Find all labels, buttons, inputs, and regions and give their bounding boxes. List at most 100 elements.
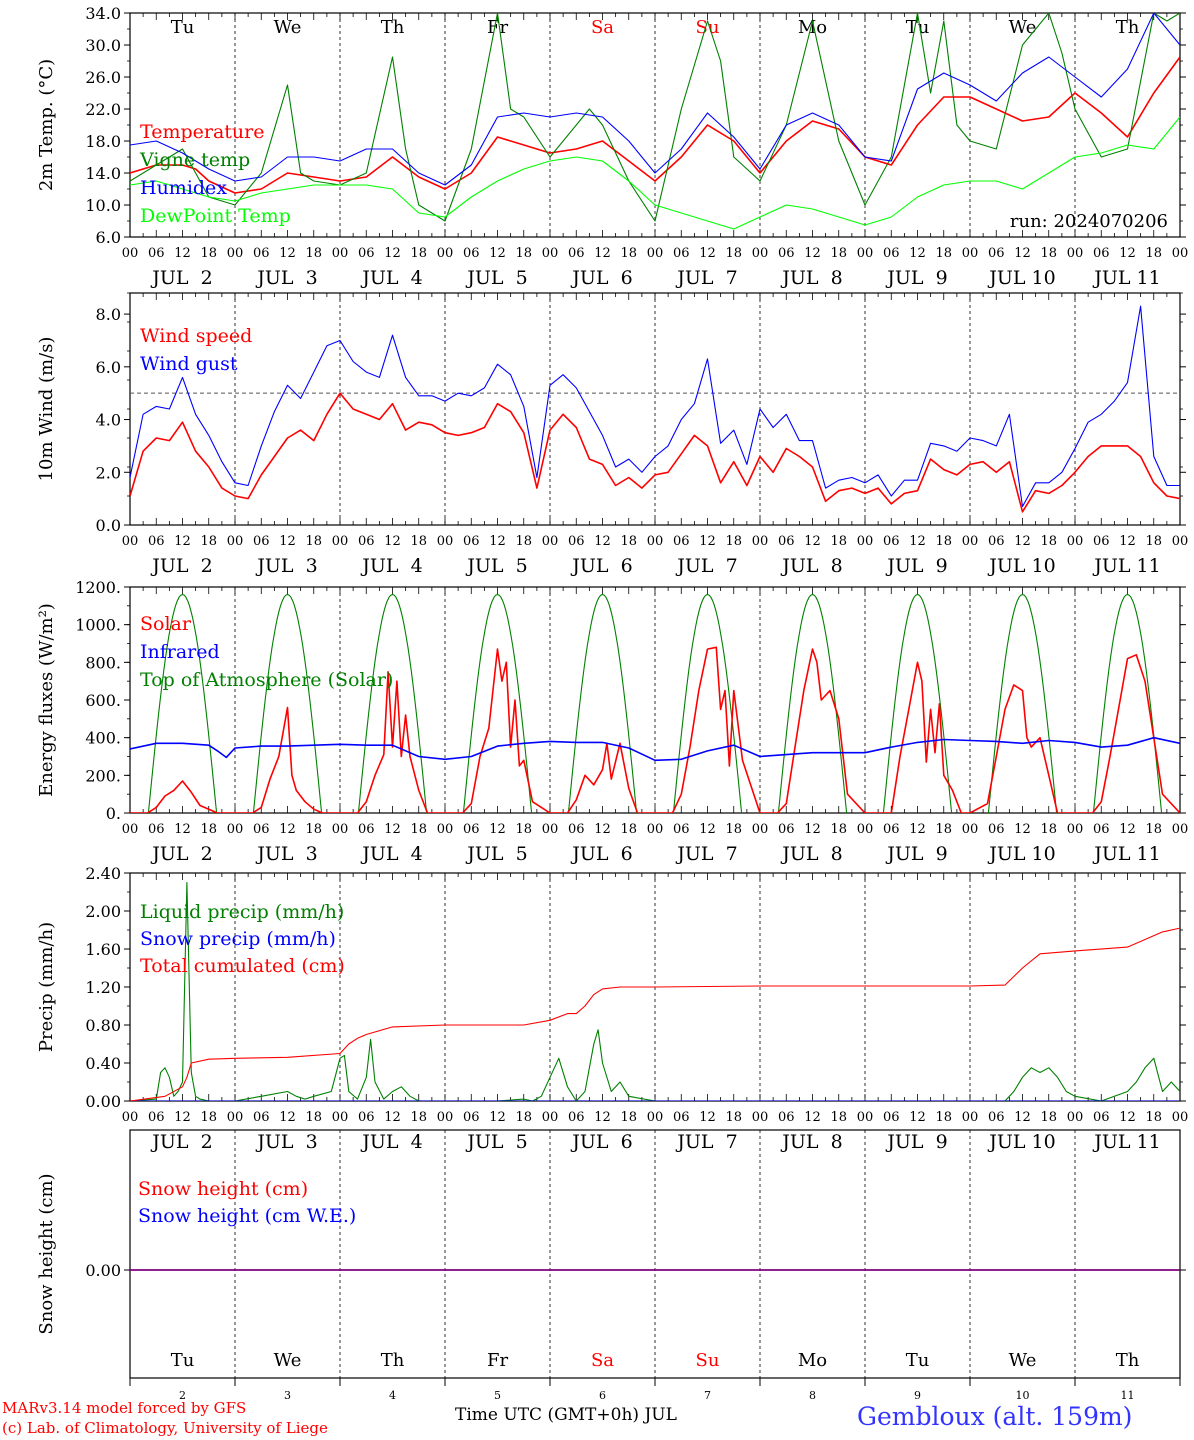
- precip-panel: 0.00 0.40 0.80 1.20 1.60 2.00 2.40 Precip (mm/h…: [36, 864, 1188, 1153]
- day-number-label: 2: [179, 1389, 186, 1402]
- weekday-label: Fr: [487, 17, 508, 38]
- temp-hour-label: 00: [542, 246, 559, 261]
- precip-hour-label: 18: [830, 1110, 847, 1125]
- energy-hour-label: 00: [437, 822, 454, 837]
- temp-hour-label: 06: [1093, 246, 1110, 261]
- wind-date-label: JUL 8: [780, 555, 842, 577]
- wind-hour-label: 00: [1172, 534, 1189, 549]
- wind-ytick-label: 6.0: [96, 358, 121, 377]
- precip-hour-label: 18: [1145, 1110, 1162, 1125]
- precip-hour-label: 00: [1067, 1110, 1084, 1125]
- series-top-of-atmosphere-solar-: [987, 593, 1058, 813]
- precip-date-label: JUL 9: [885, 1131, 947, 1153]
- wind-hour-label: 18: [200, 534, 217, 549]
- precip-series-group: [130, 881, 1180, 1101]
- wind-hour-label: 18: [305, 534, 322, 549]
- weekday-label: Th: [1116, 17, 1140, 38]
- wind-hour-label: 12: [489, 534, 506, 549]
- wind-hour-label: 06: [1093, 534, 1110, 549]
- weekday-label: We: [274, 1350, 302, 1371]
- series-top-of-atmosphere-solar-: [672, 593, 743, 813]
- wind-hour-label: 06: [673, 534, 690, 549]
- energy-hour-label: 00: [1172, 822, 1189, 837]
- snow-ylabel: Snow height (cm): [36, 1173, 57, 1334]
- energy-hour-label: 06: [778, 822, 795, 837]
- temp-hour-label: 18: [515, 246, 532, 261]
- temp-date-label: JUL 7: [675, 267, 737, 289]
- weekday-label: Tu: [906, 1350, 930, 1371]
- energy-hour-label: 06: [673, 822, 690, 837]
- wind-hour-label: 00: [227, 534, 244, 549]
- temp-hour-label: 06: [253, 246, 270, 261]
- temp-date-label: JUL 3: [255, 267, 317, 289]
- temp-date-label: JUL 10: [987, 267, 1055, 289]
- temp-hour-label: 00: [1067, 246, 1084, 261]
- wind-hour-label: 00: [122, 534, 139, 549]
- temp-legend-entry: Humidex: [140, 177, 227, 199]
- precip-ytick-label: 2.40: [85, 864, 121, 883]
- wind-hour-label: 12: [1014, 534, 1031, 549]
- temp-series-group: [130, 13, 1180, 230]
- energy-date-label: JUL 3: [255, 843, 317, 865]
- weekday-label: Tu: [906, 17, 930, 38]
- precip-ytick-label: 0.40: [85, 1054, 121, 1073]
- temp-hour-label: 06: [148, 246, 165, 261]
- precip-hour-label: 00: [542, 1110, 559, 1125]
- wind-hour-label: 06: [253, 534, 270, 549]
- temp-hour-label: 00: [752, 246, 769, 261]
- wind-hour-label: 18: [725, 534, 742, 549]
- energy-hour-label: 18: [1040, 822, 1057, 837]
- precip-hour-label: 18: [200, 1110, 217, 1125]
- series-infrared: [130, 736, 1180, 762]
- temp-hour-label: 00: [1172, 246, 1189, 261]
- temp-legend-entry: DewPoint Temp: [140, 205, 291, 227]
- temp-date-label: JUL 8: [780, 267, 842, 289]
- weekday-label: Tu: [171, 17, 195, 38]
- temp-hour-label: 06: [883, 246, 900, 261]
- wind-ytick-label: 8.0: [96, 305, 121, 324]
- temp-hour-label: 18: [935, 246, 952, 261]
- energy-hour-label: 12: [174, 822, 191, 837]
- energy-date-label: JUL 2: [150, 843, 212, 865]
- precip-ytick-label: 0.00: [85, 1092, 121, 1111]
- precip-date-label: JUL 7: [675, 1131, 737, 1153]
- energy-hour-label: 12: [1014, 822, 1031, 837]
- temp-hour-label: 12: [1119, 246, 1136, 261]
- energy-hour-label: 18: [1145, 822, 1162, 837]
- energy-legend-entry: Top of Atmosphere (Solar): [140, 669, 393, 691]
- precip-ytick-label: 1.60: [85, 940, 121, 959]
- temp-hour-label: 00: [332, 246, 349, 261]
- energy-ytick-label: 800.: [85, 653, 121, 672]
- weekday-label: We: [1009, 1350, 1037, 1371]
- snow-legend-entry: Snow height (cm W.E.): [138, 1205, 356, 1227]
- energy-date-label: JUL 10: [987, 843, 1055, 865]
- wind-hour-label: 12: [1119, 534, 1136, 549]
- wind-legend-entry: Wind speed: [140, 325, 252, 347]
- precip-hour-label: 06: [778, 1110, 795, 1125]
- temp-hour-label: 18: [1145, 246, 1162, 261]
- energy-date-label: JUL 9: [885, 843, 947, 865]
- wind-hour-label: 00: [332, 534, 349, 549]
- energy-ytick-label: 400.: [85, 729, 121, 748]
- precip-hour-label: 12: [279, 1110, 296, 1125]
- series-top-of-atmosphere-solar-: [777, 593, 848, 813]
- wind-hour-label: 06: [988, 534, 1005, 549]
- wind-hour-label: 00: [962, 534, 979, 549]
- energy-date-label: JUL 5: [465, 843, 527, 865]
- series-top-of-atmosphere-solar-: [1092, 593, 1163, 813]
- temp-date-label: JUL 2: [150, 267, 212, 289]
- weekday-label: Th: [381, 1350, 405, 1371]
- temp-date-label: JUL 6: [570, 267, 632, 289]
- wind-hour-label: 00: [752, 534, 769, 549]
- temp-hour-label: 06: [778, 246, 795, 261]
- precip-hour-label: 12: [1119, 1110, 1136, 1125]
- wind-date-label: JUL 2: [150, 555, 212, 577]
- temp-hour-label: 06: [988, 246, 1005, 261]
- energy-hour-label: 12: [384, 822, 401, 837]
- temp-ytick-label: 10.0: [85, 196, 121, 215]
- energy-hour-label: 06: [148, 822, 165, 837]
- temp-hour-label: 12: [1014, 246, 1031, 261]
- wind-ylabel: 10m Wind (m/s): [36, 337, 57, 482]
- wind-ytick-label: 2.0: [96, 463, 121, 482]
